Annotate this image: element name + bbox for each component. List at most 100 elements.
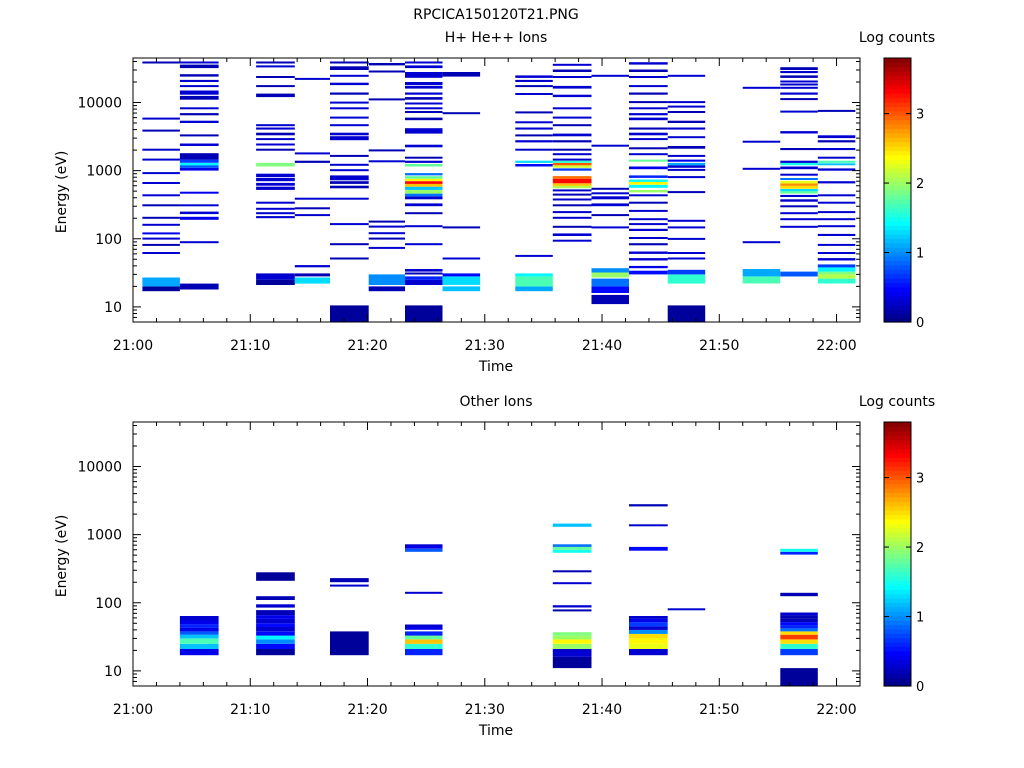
heatmap-cell bbox=[405, 269, 443, 272]
heatmap-cell bbox=[330, 66, 369, 70]
heatmap-cell bbox=[405, 61, 443, 64]
colorbar-segment bbox=[884, 141, 911, 147]
colorbar-tick-label: 2 bbox=[916, 177, 924, 192]
y-tick-label: 10 bbox=[104, 664, 122, 680]
y-tick-label: 100 bbox=[95, 596, 122, 612]
colorbar-segment bbox=[884, 313, 911, 319]
colorbar-segment bbox=[884, 598, 911, 603]
heatmap-cell bbox=[515, 273, 553, 277]
heatmap-cell bbox=[591, 187, 629, 190]
heatmap-cell bbox=[780, 67, 818, 70]
colorbar-segment bbox=[884, 677, 911, 683]
heatmap-cell bbox=[552, 124, 592, 127]
heatmap-cell bbox=[780, 173, 818, 176]
heatmap-cell bbox=[330, 116, 369, 119]
heatmap-cell bbox=[256, 173, 295, 178]
heatmap-cell bbox=[256, 615, 295, 619]
colorbar-segment bbox=[884, 71, 911, 77]
colorbar-segment bbox=[884, 84, 911, 90]
colorbar-segment bbox=[884, 659, 911, 665]
heatmap-cell bbox=[552, 643, 592, 649]
heatmap-cell bbox=[667, 105, 706, 108]
heatmap-cell bbox=[368, 63, 405, 66]
heatmap-cell bbox=[442, 286, 481, 292]
heatmap-cell bbox=[780, 162, 818, 166]
heatmap-cell bbox=[256, 61, 295, 64]
heatmap-cell bbox=[667, 120, 706, 123]
colorbar-segment bbox=[884, 624, 911, 630]
heatmap-cell bbox=[667, 159, 706, 162]
heatmap-cell bbox=[629, 117, 668, 121]
heatmap-cell bbox=[405, 82, 443, 86]
x-tick-label: 21:50 bbox=[699, 338, 739, 354]
heatmap-cell bbox=[405, 196, 443, 200]
heatmap-cell bbox=[405, 548, 443, 552]
heatmap-cell bbox=[780, 148, 818, 151]
heatmap-cell bbox=[817, 271, 856, 275]
heatmap-cell bbox=[179, 120, 219, 123]
heatmap-cell bbox=[256, 623, 295, 628]
heatmap-cell bbox=[179, 631, 219, 635]
colorbar-segment bbox=[884, 532, 911, 537]
heatmap-cell bbox=[256, 162, 295, 167]
heatmap-cell bbox=[629, 616, 668, 619]
heatmap-cell bbox=[667, 305, 706, 322]
heatmap-cell bbox=[330, 136, 369, 141]
heatmap-cell bbox=[629, 622, 668, 627]
colorbar-segment bbox=[884, 496, 911, 502]
heatmap-cell bbox=[142, 182, 180, 184]
heatmap-cell bbox=[780, 628, 818, 632]
colorbar-segment bbox=[884, 242, 911, 248]
heatmap-cell bbox=[405, 193, 443, 197]
heatmap-cell bbox=[330, 82, 369, 86]
heatmap-cell bbox=[817, 252, 856, 254]
colorbar-segment bbox=[884, 540, 911, 546]
heatmap-cell bbox=[405, 276, 443, 280]
colorbar-segment bbox=[884, 256, 911, 261]
heatmap-cell bbox=[179, 64, 219, 69]
heatmap-cell bbox=[256, 604, 295, 608]
colorbar-segment bbox=[884, 317, 911, 323]
heatmap-cell bbox=[330, 197, 369, 200]
colorbar-segment bbox=[884, 216, 911, 222]
heatmap-cell bbox=[780, 622, 818, 626]
heatmap-cell bbox=[405, 279, 443, 285]
heatmap-cell bbox=[179, 85, 219, 88]
heatmap-cell bbox=[780, 166, 818, 170]
x-tick-label: 22:00 bbox=[816, 338, 856, 354]
heatmap-cell bbox=[330, 175, 369, 181]
colorbar-segment bbox=[884, 545, 911, 551]
heatmap-cell bbox=[552, 546, 592, 550]
heatmap-cell bbox=[629, 629, 668, 634]
heatmap-cell bbox=[552, 193, 592, 196]
heatmap-cell bbox=[552, 183, 592, 186]
heatmap-cell bbox=[142, 158, 180, 161]
colorbar-segment bbox=[884, 492, 911, 498]
heatmap-cell bbox=[552, 94, 592, 98]
y-tick-label: 10000 bbox=[77, 460, 122, 476]
heatmap-cell bbox=[780, 75, 818, 78]
colorbar-segment bbox=[884, 505, 911, 511]
colorbar-tick-label: 3 bbox=[916, 108, 924, 123]
heatmap-cell bbox=[142, 117, 180, 120]
heatmap-cell bbox=[256, 65, 295, 68]
heatmap-cell bbox=[629, 209, 668, 212]
heatmap-cell bbox=[405, 648, 443, 656]
heatmap-cell bbox=[368, 98, 405, 101]
colorbar-tick-label: 0 bbox=[916, 680, 924, 695]
colorbar-segment bbox=[884, 88, 911, 94]
x-tick-label: 21:00 bbox=[113, 702, 153, 718]
heatmap-cell bbox=[294, 152, 330, 155]
heatmap-cell bbox=[330, 243, 369, 246]
x-tick-label: 21:20 bbox=[347, 338, 387, 354]
colorbar-segment bbox=[884, 264, 911, 270]
heatmap-cell bbox=[780, 98, 818, 101]
colorbar-segment bbox=[884, 457, 911, 463]
heatmap-cell bbox=[179, 153, 219, 160]
heatmap-cell bbox=[405, 111, 443, 113]
heatmap-cell bbox=[294, 265, 330, 268]
heatmap-cell bbox=[629, 62, 668, 65]
colorbar-segment bbox=[884, 282, 911, 288]
colorbar-segment bbox=[884, 119, 911, 125]
